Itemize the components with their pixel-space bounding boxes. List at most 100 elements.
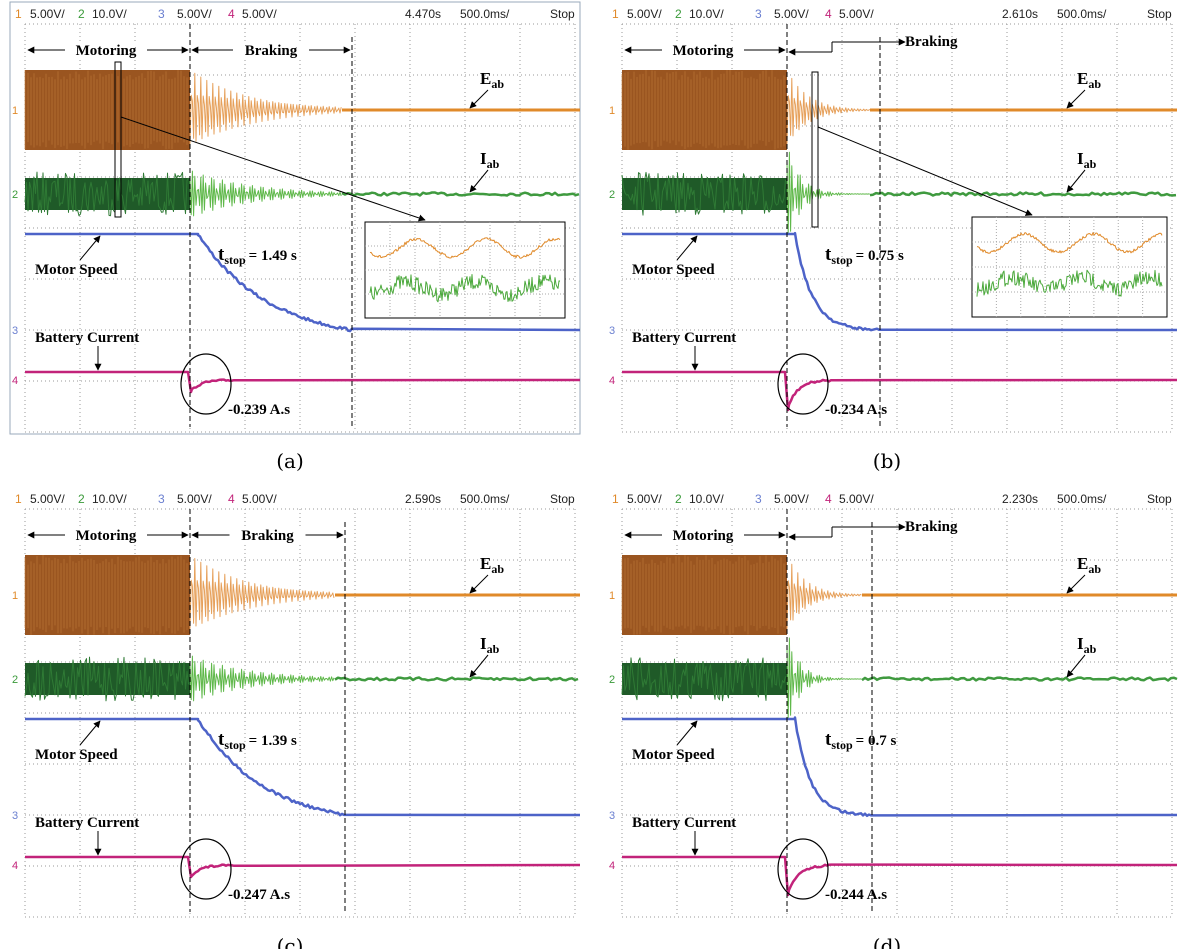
channel-marker: 3 bbox=[609, 325, 615, 337]
header-item: 3 bbox=[755, 7, 762, 21]
eab-motoring bbox=[622, 555, 787, 635]
braking-label: Braking bbox=[245, 43, 298, 59]
channel-marker: 1 bbox=[12, 590, 18, 602]
caption: (b) bbox=[873, 449, 901, 473]
channel-marker: 3 bbox=[12, 325, 18, 337]
eab-label-sub: ab bbox=[1088, 77, 1101, 91]
eab-motoring bbox=[25, 555, 190, 635]
eab-label-main: E bbox=[1077, 69, 1088, 88]
charge-label: -0.244 A.s bbox=[825, 887, 887, 903]
tstop-value: = 1.49 s bbox=[249, 248, 297, 264]
header-item: 5.00V/ bbox=[774, 492, 809, 506]
header-item: 3 bbox=[158, 7, 165, 21]
eab-label-main: E bbox=[1077, 554, 1088, 573]
header-item: 3 bbox=[158, 492, 165, 506]
channel-marker: 1 bbox=[609, 590, 615, 602]
header-item: 4 bbox=[825, 492, 832, 506]
channel-marker: 3 bbox=[12, 810, 18, 822]
screen bbox=[607, 487, 1177, 919]
scope-panel: 15.00V/210.0V/35.00V/45.00V/2.610s500.0m… bbox=[607, 2, 1177, 434]
header-item: 1 bbox=[15, 492, 22, 506]
header-item: 5.00V/ bbox=[177, 492, 212, 506]
header-item: 5.00V/ bbox=[627, 7, 662, 21]
speed-label: Motor Speed bbox=[35, 747, 118, 763]
eab-label-main: E bbox=[480, 69, 491, 88]
eab-motoring bbox=[622, 70, 787, 150]
header-item: 10.0V/ bbox=[689, 492, 724, 506]
header-item: 2.230s bbox=[1002, 492, 1038, 506]
braking-label: Braking bbox=[905, 34, 958, 50]
header-item: 5.00V/ bbox=[839, 7, 874, 21]
caption: (c) bbox=[277, 934, 304, 949]
header-item: 10.0V/ bbox=[92, 492, 127, 506]
channel-marker: 3 bbox=[609, 810, 615, 822]
channel-marker: 2 bbox=[609, 674, 615, 686]
scope-panel: 1 5.00V/2 10.0V/3 5.00V/4 5.00V/2.590s 500.0m… bbox=[10, 487, 580, 919]
channel-marker: 2 bbox=[609, 189, 615, 201]
tstop-sub: stop bbox=[224, 253, 246, 267]
iab-label-sub: ab bbox=[1084, 642, 1097, 656]
header-item: Stop bbox=[1147, 7, 1172, 21]
screen bbox=[10, 487, 580, 919]
battery-label: Battery Current bbox=[35, 815, 139, 831]
header-item: 5.00V/ bbox=[242, 492, 277, 506]
speed-label: Motor Speed bbox=[35, 262, 118, 278]
tstop-sub: stop bbox=[224, 738, 246, 752]
motoring-label: Motoring bbox=[673, 528, 734, 544]
header-item: 10.0V/ bbox=[689, 7, 724, 21]
header-item: 2 bbox=[675, 7, 682, 21]
header-item: 3 bbox=[755, 492, 762, 506]
speed-label: Motor Speed bbox=[632, 747, 715, 763]
header-item: 5.00V/ bbox=[627, 492, 662, 506]
header-item: 2 bbox=[675, 492, 682, 506]
caption: (a) bbox=[276, 449, 304, 473]
channel-marker: 4 bbox=[609, 375, 615, 387]
header-item: 500.0ms/ bbox=[460, 492, 510, 506]
screen bbox=[10, 2, 580, 434]
motoring-label: Motoring bbox=[76, 43, 137, 59]
battery-label: Battery Current bbox=[35, 330, 139, 346]
tstop-value: = 1.39 s bbox=[249, 733, 297, 749]
iab-label-sub: ab bbox=[487, 642, 500, 656]
header-item: Stop bbox=[550, 7, 575, 21]
header-item: 500.0ms/ bbox=[1057, 7, 1107, 21]
header-item: 2.590s bbox=[405, 492, 441, 506]
iab-label-sub: ab bbox=[1084, 157, 1097, 171]
channel-marker: 4 bbox=[12, 860, 18, 872]
iab-label-sub: ab bbox=[487, 157, 500, 171]
header-item: 5.00V/ bbox=[177, 7, 212, 21]
tstop-value: = 0.7 s bbox=[856, 733, 897, 749]
header-item: 2 bbox=[78, 492, 85, 506]
header-item: 4 bbox=[825, 7, 832, 21]
eab-label-main: E bbox=[480, 554, 491, 573]
channel-marker: 1 bbox=[12, 105, 18, 117]
header-item: 4 bbox=[228, 492, 235, 506]
motoring-label: Motoring bbox=[76, 528, 137, 544]
braking-label: Braking bbox=[241, 528, 294, 544]
header-item: 2.610s bbox=[1002, 7, 1038, 21]
header-item: 2 bbox=[78, 7, 85, 21]
tstop-value: = 0.75 s bbox=[856, 248, 904, 264]
battery-label: Battery Current bbox=[632, 815, 736, 831]
charge-label: -0.247 A.s bbox=[228, 887, 290, 903]
channel-marker: 4 bbox=[609, 860, 615, 872]
tstop-sub: stop bbox=[831, 253, 853, 267]
header-item: 4.470s bbox=[405, 7, 441, 21]
header-item: 500.0ms/ bbox=[1057, 492, 1107, 506]
channel-marker: 2 bbox=[12, 189, 18, 201]
header-item: 5.00V/ bbox=[242, 7, 277, 21]
channel-marker: 1 bbox=[609, 105, 615, 117]
eab-label-sub: ab bbox=[491, 562, 504, 576]
speed-label: Motor Speed bbox=[632, 262, 715, 278]
motoring-label: Motoring bbox=[673, 43, 734, 59]
charge-label: -0.239 A.s bbox=[228, 402, 290, 418]
header-item: 500.0ms/ bbox=[460, 7, 510, 21]
header-item: 5.00V/ bbox=[30, 7, 65, 21]
figure: 1 5.00V/2 10.0V/3 5.00V/4 5.00V/4.470s 500.0m… bbox=[0, 0, 1180, 949]
eab-motoring bbox=[25, 70, 190, 150]
header-item: 5.00V/ bbox=[30, 492, 65, 506]
eab-label-sub: ab bbox=[1088, 562, 1101, 576]
tstop-sub: stop bbox=[831, 738, 853, 752]
